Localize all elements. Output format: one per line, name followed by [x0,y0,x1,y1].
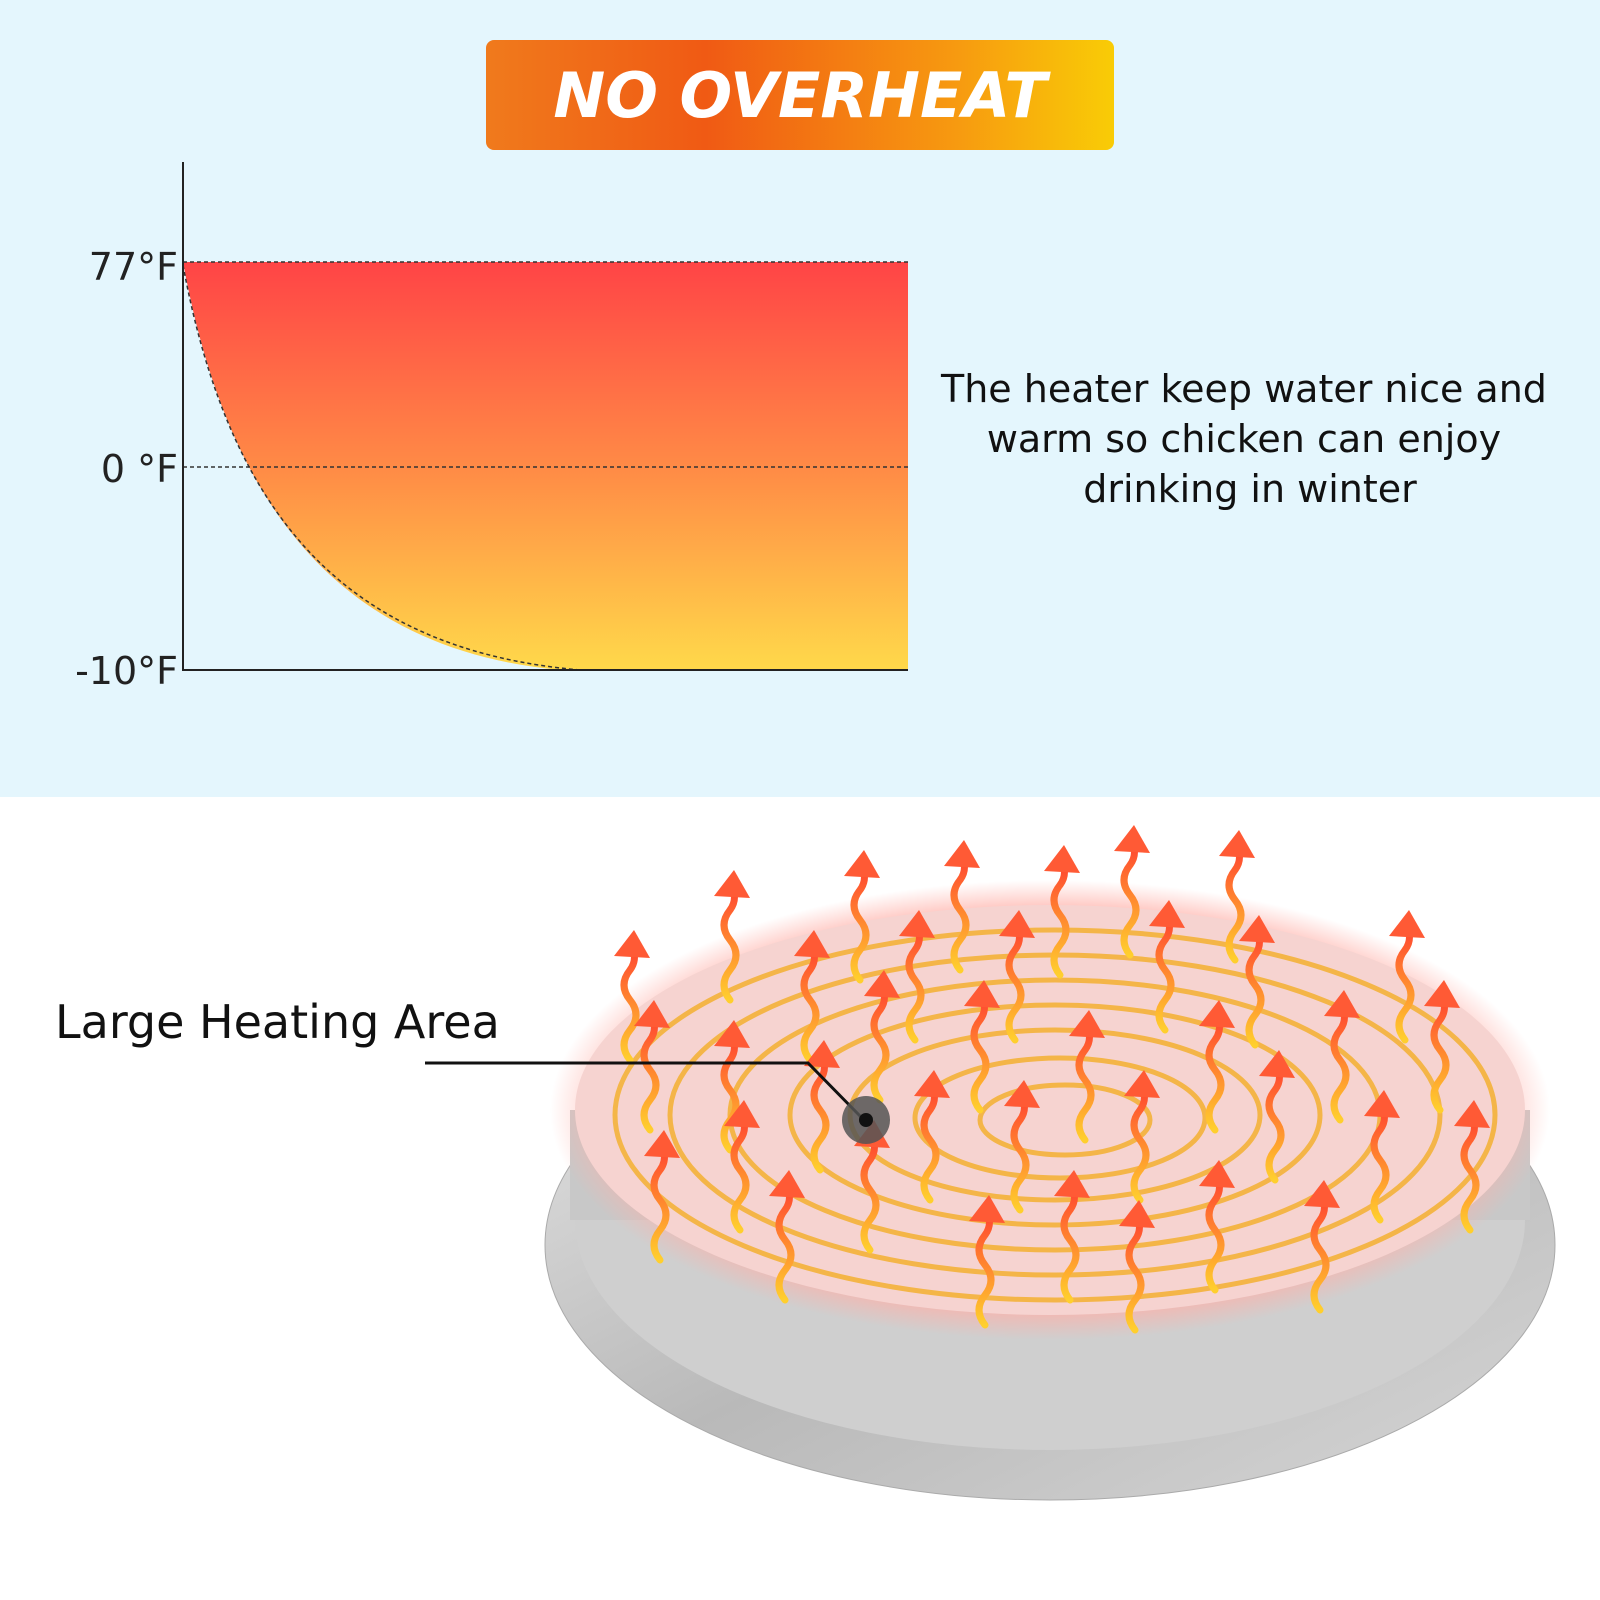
axis-label: -10°F [75,649,178,693]
heating-plate [544,825,1556,1501]
temperature-curve [182,264,581,671]
callout-label: Large Heating Area [55,995,500,1049]
heat-area [183,262,908,670]
axis-label: 0 °F [101,447,178,491]
axis-label: 77°F [89,245,178,289]
callout-dot [859,1113,873,1127]
description: The heater keep water nice and warm so c… [940,367,1559,511]
description-line: drinking in winter [1083,467,1417,511]
description-line: The heater keep water nice and [940,367,1547,411]
description-line: warm so chicken can enjoy [987,417,1501,461]
banner-title: NO OVERHEAT [553,59,1051,132]
callout-line [425,1061,864,1120]
banner [486,40,1114,150]
